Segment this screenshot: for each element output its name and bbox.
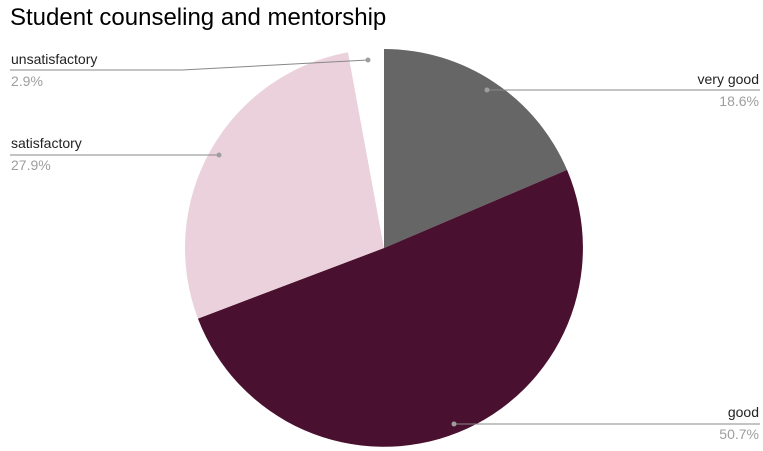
slice-label-very-good: very good: [698, 71, 759, 87]
leader-dot-unsatisfactory: [365, 57, 371, 63]
pie-slices: [184, 49, 583, 447]
leader-dot-good: [451, 421, 457, 427]
slice-percent-good: 50.7%: [719, 426, 759, 442]
slice-label-unsatisfactory: unsatisfactory: [11, 51, 97, 67]
slice-label-satisfactory: satisfactory: [11, 135, 82, 151]
leader-dot-very-good: [484, 87, 490, 93]
pie-slice-very-good: [384, 49, 568, 248]
leader-dot-satisfactory: [216, 152, 222, 158]
chart-title: Student counseling and mentorship: [10, 4, 387, 31]
slice-percent-satisfactory: 27.9%: [11, 157, 51, 173]
pie-slice-satisfactory: [184, 52, 384, 319]
slice-label-good: good: [728, 404, 759, 420]
slice-percent-unsatisfactory: 2.9%: [11, 73, 43, 89]
pie-labels: very good 18.6% good 50.7% satisfactory 27.9%…: [10, 51, 760, 442]
pie-slice-good: [197, 169, 583, 447]
slice-percent-very-good: 18.6%: [719, 93, 759, 109]
pie-slice-unsatisfactory: [347, 49, 384, 248]
leader-line-unsatisfactory: [10, 59, 369, 71]
